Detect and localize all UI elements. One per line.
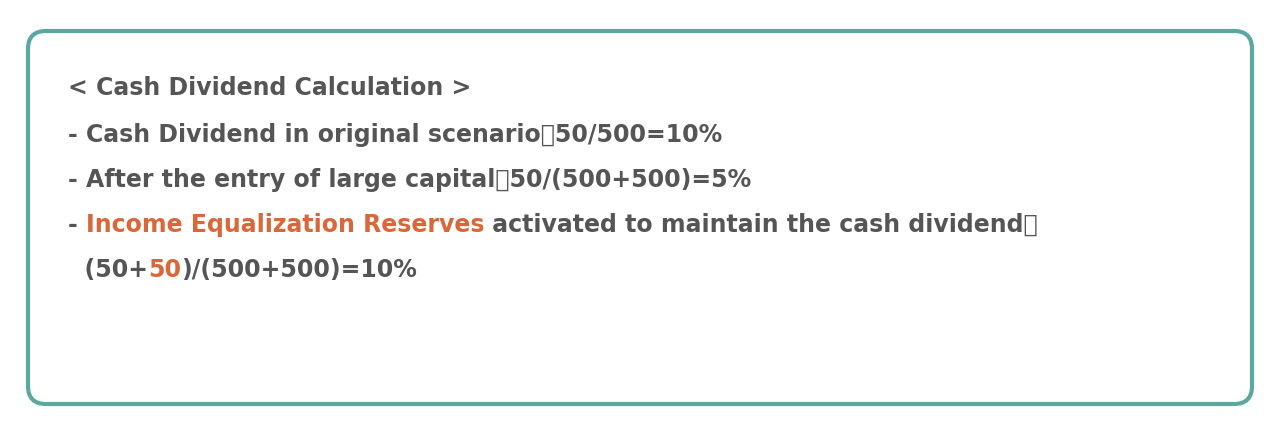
Text: Income Equalization Reserves: Income Equalization Reserves [86,213,485,236]
Text: - Cash Dividend in original scenario：50/500=10%: - Cash Dividend in original scenario：50/… [68,123,722,147]
Text: activated to maintain the cash dividend：: activated to maintain the cash dividend： [485,213,1038,236]
Text: - After the entry of large capital：50/(500+500)=5%: - After the entry of large capital：50/(5… [68,167,751,192]
Text: )/(500+500)=10%: )/(500+500)=10% [180,257,417,281]
FancyBboxPatch shape [28,32,1252,404]
Text: 50: 50 [148,257,180,281]
Text: < Cash Dividend Calculation >: < Cash Dividend Calculation > [68,76,471,100]
Text: -: - [68,213,86,236]
Text: (50+: (50+ [68,257,148,281]
